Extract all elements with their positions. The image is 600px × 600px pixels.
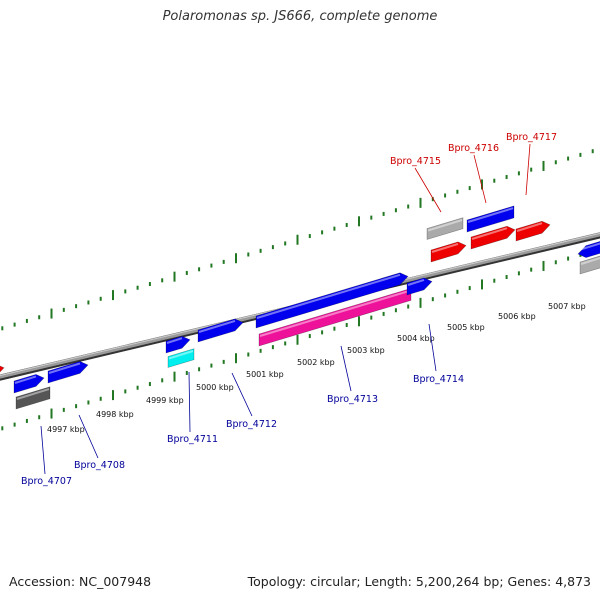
gene-feature [515, 220, 551, 242]
gene-highlight [407, 278, 425, 286]
kbp-label: 4999 kbp [146, 396, 184, 405]
gene-label: Bpro_4707 [21, 476, 72, 487]
gene-label: Bpro_4708 [74, 460, 125, 471]
gene-feature [577, 241, 600, 258]
gene-leader-line [231, 372, 253, 417]
gene-highlight [16, 388, 50, 400]
gene-features-group [0, 205, 600, 410]
gene-leader-line [473, 154, 487, 204]
gene-label: Bpro_4713 [327, 394, 378, 405]
kbp-label: 5005 kbp [447, 323, 485, 332]
gene-highlight [259, 289, 411, 337]
gene-highlight [166, 337, 183, 344]
gene-leader-line [188, 371, 191, 433]
kbp-labels-group: 4997 kbp 4998 kbp 4999 kbp 5000 kbp 5001 kbp… [47, 302, 586, 434]
gene-highlight [14, 375, 37, 384]
gene-highlight [431, 242, 459, 253]
summary-text: Topology: circular; Length: 5,200,264 bp… [247, 574, 591, 589]
gene-feature [47, 361, 89, 384]
gene-feature [13, 374, 45, 394]
gene-leader-line [525, 143, 531, 196]
gene-feature [197, 318, 244, 343]
gene-highlight [198, 319, 236, 333]
kbp-label: 5001 kbp [246, 370, 284, 379]
gene-leader-line [428, 323, 437, 372]
gene-feature [426, 217, 464, 240]
gene-leader-line [40, 425, 46, 475]
gene-label: Bpro_4716 [448, 143, 499, 154]
gene-highlight [256, 273, 401, 319]
gene-feature [579, 255, 600, 275]
gene-feature [258, 287, 412, 347]
tick-ring-group [1, 149, 594, 431]
gene-label: Bpro_4714 [413, 374, 464, 385]
gene-feature [0, 365, 5, 373]
gene-label: Bpro_4717 [506, 132, 557, 143]
gene-feature [167, 348, 195, 368]
kbp-label: 5003 kbp [347, 346, 385, 355]
gene-feature [430, 241, 467, 263]
map-title: Polaromonas sp. JS666, complete genome [162, 9, 438, 24]
gene-feature [470, 225, 516, 250]
gene-feature [255, 272, 409, 329]
kbp-label: 5004 kbp [397, 334, 435, 343]
gene-leader-line [340, 345, 352, 392]
gene-leader-line [414, 167, 442, 213]
kbp-label: 4998 kbp [96, 410, 134, 419]
gene-highlight [427, 219, 463, 232]
gene-highlight [580, 257, 600, 265]
gene-highlight [516, 222, 543, 232]
kbp-label: 5006 kbp [498, 312, 536, 321]
gene-highlight [467, 207, 514, 223]
kbp-label: 5007 kbp [548, 302, 586, 311]
gene-label: Bpro_4715 [390, 156, 441, 167]
kbp-label: 5000 kbp [196, 383, 234, 392]
gene-highlight [48, 362, 81, 374]
kbp-label: 5002 kbp [297, 358, 335, 367]
gene-label: Bpro_4712 [226, 419, 277, 430]
gene-feature [406, 277, 433, 296]
gene-feature [15, 386, 51, 410]
accession-text: Accession: NC_007948 [9, 574, 152, 589]
gene-label: Bpro_4711 [167, 434, 218, 445]
gene-highlight [168, 350, 194, 360]
kbp-label: 4997 kbp [47, 425, 85, 434]
gene-feature [466, 205, 515, 233]
gene-feature [165, 335, 191, 354]
gene-leader-line [78, 414, 99, 459]
gene-highlight [471, 227, 508, 240]
gene-highlight [578, 242, 600, 251]
